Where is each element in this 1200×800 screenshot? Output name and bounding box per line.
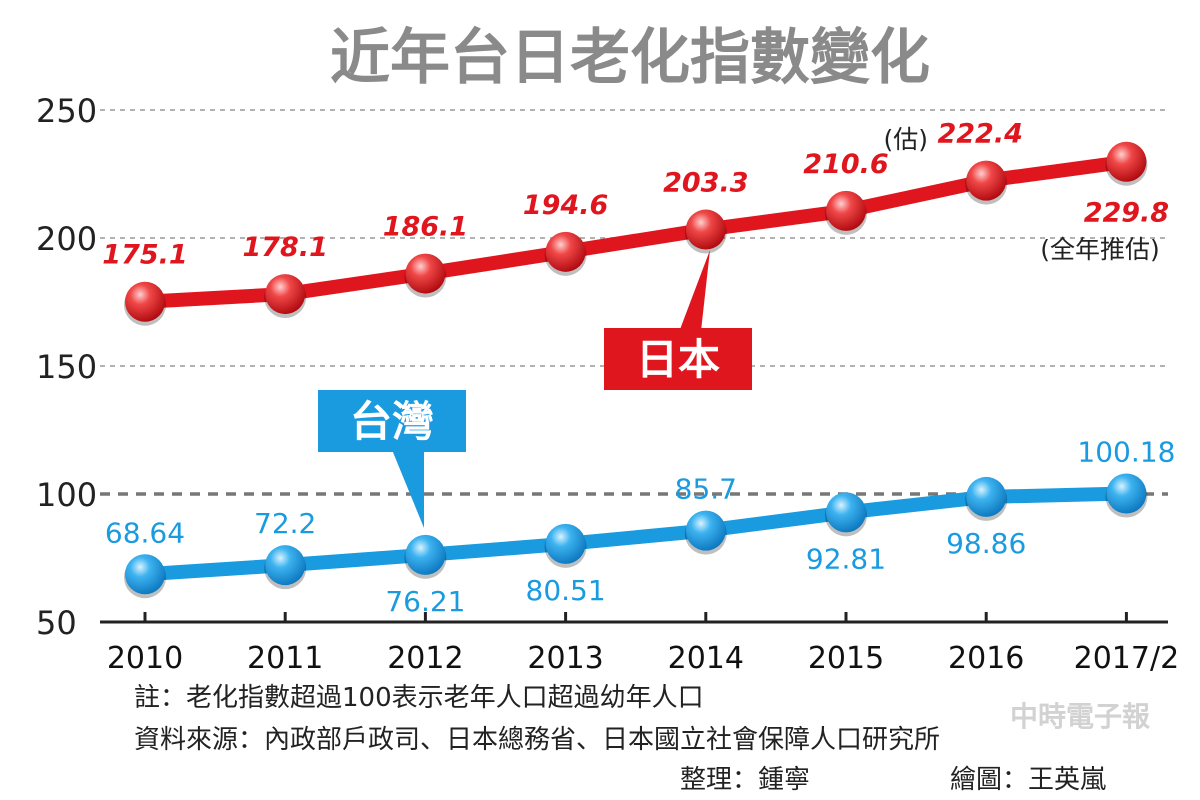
- data-label: 222.4: [937, 119, 1022, 150]
- y-axis-ticks: 50 100 150 200 250: [36, 92, 97, 642]
- y-tick-label: 50: [36, 604, 77, 642]
- estimate-prefix: (估): [883, 125, 928, 154]
- japan-tag-label: 日本: [636, 335, 720, 384]
- data-point: [265, 274, 306, 315]
- x-axis-ticks: 2010 2011 2012 2013 2014 2015 2016 2017/2: [107, 612, 1179, 676]
- data-label: 229.8: [1084, 198, 1169, 229]
- x-tick-label: 2013: [527, 641, 603, 676]
- source-text: 資料來源：內政部戶政司、日本總務省、日本國立社會保障人口研究所: [134, 725, 940, 755]
- series-line: [138, 154, 1134, 309]
- y-tick-label: 200: [36, 220, 97, 258]
- data-point: [966, 160, 1007, 201]
- watermark: 中時電子報: [1010, 700, 1151, 733]
- data-label: 175.1: [102, 240, 187, 271]
- y-tick-label: 100: [36, 476, 97, 514]
- data-label: 76.21: [385, 585, 465, 618]
- data-point: [545, 523, 586, 564]
- data-label: 72.2: [254, 507, 316, 540]
- data-point: [826, 190, 866, 231]
- x-tick-label: 2017/2: [1074, 641, 1180, 676]
- data-point: [545, 231, 586, 272]
- chart-title: 近年台日老化指數變化: [330, 23, 930, 93]
- x-tick-label: 2014: [668, 641, 744, 676]
- data-point: [125, 281, 165, 322]
- x-tick-label: 2012: [387, 641, 463, 676]
- x-tick-label: 2015: [808, 641, 884, 676]
- japan-series-tag: 日本: [604, 250, 752, 390]
- taiwan-series-tag: 台灣: [318, 390, 466, 528]
- data-point: [125, 554, 165, 595]
- full-year-estimate-note: (全年推估): [1040, 235, 1160, 264]
- data-point: [405, 534, 446, 575]
- data-label: 194.6: [523, 190, 608, 221]
- data-label: 100.18: [1077, 436, 1175, 469]
- data-label: 85.7: [675, 473, 737, 506]
- data-point: [966, 476, 1007, 517]
- x-tick-label: 2011: [247, 641, 323, 676]
- data-label: 68.64: [105, 516, 185, 549]
- x-tick-label: 2016: [948, 641, 1024, 676]
- series-japan: 175.1 178.1 186.1 194.6 203.3 210.6 222.4 229.8: [102, 119, 1169, 326]
- data-point: [1106, 473, 1147, 514]
- series-taiwan: 68.64 72.2 76.21 80.51 85.7 92.81 98.86 100.18: [105, 436, 1175, 618]
- editor-credit: 整理：鍾寧: [680, 765, 810, 795]
- data-point: [1106, 141, 1147, 182]
- data-label: 210.6: [803, 149, 888, 180]
- artist-credit: 繪圖：王英嵐: [950, 765, 1106, 795]
- data-label: 98.86: [946, 527, 1026, 560]
- data-point: [265, 545, 306, 586]
- y-tick-label: 250: [36, 92, 97, 130]
- taiwan-tag-label: 台灣: [350, 397, 434, 446]
- data-point: [685, 510, 726, 551]
- data-point: [685, 209, 726, 250]
- data-label: 92.81: [806, 542, 886, 575]
- data-point: [826, 492, 866, 533]
- note-text: 註：老化指數超過100表示老年人口超過幼年人口: [134, 683, 704, 713]
- data-label: 203.3: [663, 168, 748, 199]
- data-point: [405, 253, 446, 294]
- x-tick-label: 2010: [107, 641, 183, 676]
- series-line: [138, 486, 1134, 582]
- data-label: 80.51: [526, 574, 606, 607]
- y-tick-label: 150: [36, 348, 97, 386]
- data-label: 186.1: [383, 212, 468, 243]
- data-label: 178.1: [242, 232, 327, 263]
